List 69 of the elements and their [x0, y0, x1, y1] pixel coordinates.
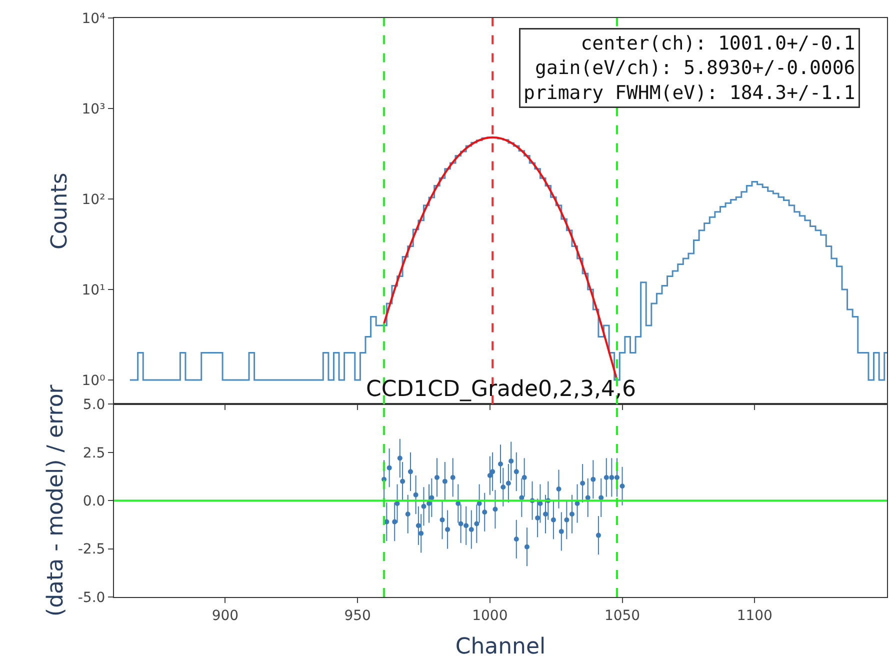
point: [487, 473, 492, 478]
x-tick-label: 950: [344, 608, 371, 624]
point: [386, 465, 392, 470]
y-tick-label: 5.0: [82, 397, 106, 414]
point: [514, 536, 519, 542]
point: [400, 478, 406, 484]
point: [524, 544, 530, 550]
point: [392, 519, 398, 524]
y-tick-label: 10⁰: [82, 372, 106, 389]
y-axis-title: Counts: [48, 172, 73, 250]
point: [442, 478, 448, 484]
point: [500, 484, 506, 490]
point: [514, 469, 519, 474]
y-axis-title: (data - model) / error: [44, 384, 69, 617]
point: [421, 504, 426, 509]
point: [498, 461, 503, 466]
point: [405, 512, 410, 517]
annotation: center(ch): 1001.0+/-0.1 gain(eV/ch): 5.8930+/-0.0006 primary FWHM(eV): 184.3+/-1.1: [524, 32, 856, 104]
y-tick-label: 10¹: [82, 282, 106, 298]
point: [620, 484, 625, 489]
point: [556, 486, 562, 492]
point: [429, 495, 434, 500]
point: [614, 474, 620, 480]
point: [609, 474, 614, 480]
point: [506, 480, 511, 486]
y-tick-label: 10⁴: [82, 10, 106, 27]
point: [445, 527, 450, 532]
point: [585, 495, 590, 500]
point: [550, 517, 556, 522]
point: [482, 510, 488, 515]
y-tick-label: -5.0: [78, 590, 106, 606]
point: [468, 527, 474, 532]
point: [458, 521, 464, 526]
x-tick-label: 1050: [604, 608, 640, 624]
x-axis-title: Channel: [455, 634, 546, 660]
point: [596, 532, 601, 538]
x-tick-label: 1100: [736, 608, 772, 624]
point: [434, 474, 440, 480]
y-tick-label: 0.0: [82, 493, 106, 510]
y-tick-label: 10³: [82, 101, 106, 118]
x-tick-label: 1000: [472, 608, 508, 624]
point: [474, 521, 480, 526]
point: [408, 469, 413, 474]
point: [590, 476, 596, 482]
point: [440, 517, 445, 522]
point: [522, 474, 527, 480]
x-tick-label: 900: [212, 608, 239, 624]
point: [450, 474, 456, 480]
point: [543, 512, 548, 517]
point: [569, 512, 574, 517]
point: [535, 515, 540, 520]
point: [492, 506, 498, 512]
point: [558, 528, 564, 534]
y-tick-label: 2.5: [82, 445, 106, 462]
point: [397, 456, 402, 461]
point: [604, 474, 609, 480]
line-series: [383, 136, 618, 381]
point: [508, 458, 514, 464]
point: [416, 523, 421, 528]
y-tick-label: 10²: [82, 192, 106, 208]
point: [490, 469, 496, 474]
chart-title: CCD1CD_Grade0,2,3,4,6: [366, 377, 636, 402]
point: [598, 495, 604, 500]
point: [464, 523, 469, 528]
y-tick-label: -2.5: [78, 542, 106, 558]
point: [564, 517, 570, 522]
point: [418, 530, 424, 536]
point: [580, 480, 586, 486]
point: [413, 492, 418, 498]
